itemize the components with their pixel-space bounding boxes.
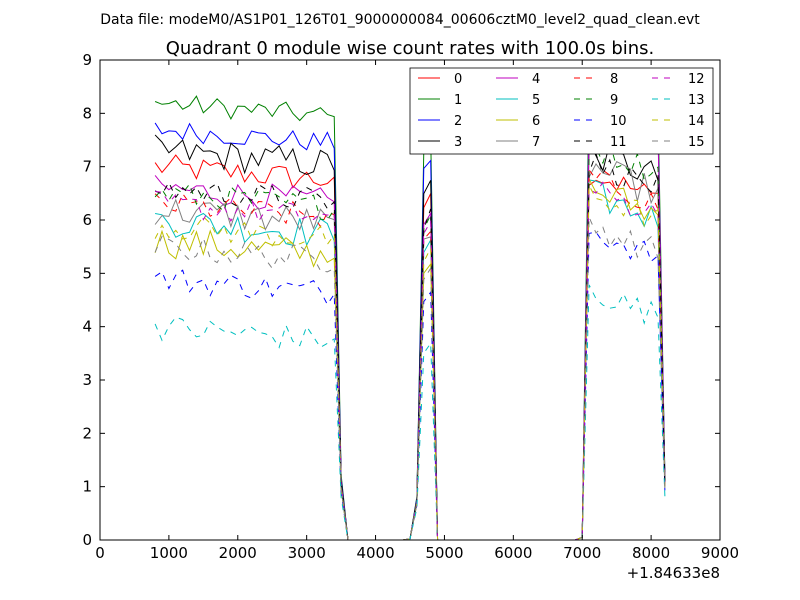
x-tick-label: 7000 xyxy=(563,544,601,562)
legend-label-10: 10 xyxy=(610,114,627,129)
legend-label-9: 9 xyxy=(610,93,618,108)
legend-label-12: 12 xyxy=(688,72,705,87)
figure-suptitle: Data file: modeM0/AS1P01_126T01_90000000… xyxy=(100,12,700,28)
y-tick-label: 0 xyxy=(82,531,92,549)
y-tick-label: 5 xyxy=(82,264,92,282)
legend-label-11: 11 xyxy=(610,135,627,150)
y-tick-label: 4 xyxy=(82,318,92,336)
series-line-14 xyxy=(154,183,666,540)
legend-label-5: 5 xyxy=(532,93,540,108)
x-tick-label: 2000 xyxy=(219,544,257,562)
legend-label-0: 0 xyxy=(454,72,462,87)
x-tick-label: 5000 xyxy=(425,544,463,562)
x-tick-label: 9000 xyxy=(701,544,739,562)
x-tick-label: 6000 xyxy=(494,544,532,562)
x-tick-label: 3000 xyxy=(288,544,326,562)
legend-frame xyxy=(409,67,714,155)
chart-title: Quadrant 0 module wise count rates with … xyxy=(166,38,655,59)
legend-label-3: 3 xyxy=(454,135,462,150)
y-tick-label: 2 xyxy=(82,424,92,442)
x-tick-label: 1000 xyxy=(150,544,188,562)
y-tick-label: 8 xyxy=(82,104,92,122)
legend-label-2: 2 xyxy=(454,114,462,129)
y-tick-label: 3 xyxy=(82,371,92,389)
x-tick-label: 8000 xyxy=(632,544,670,562)
legend-label-14: 14 xyxy=(688,114,705,129)
x-offset-label: +1.84633e8 xyxy=(627,564,720,582)
y-tick-label: 9 xyxy=(82,51,92,69)
x-tick-label: 0 xyxy=(95,544,105,562)
legend-label-7: 7 xyxy=(532,135,540,150)
x-tick-label: 4000 xyxy=(356,544,394,562)
y-tick-label: 7 xyxy=(82,158,92,176)
legend-label-6: 6 xyxy=(532,114,540,129)
legend-label-8: 8 xyxy=(610,72,618,87)
legend-label-15: 15 xyxy=(688,135,705,150)
series-layer xyxy=(154,79,666,540)
plot-frame xyxy=(99,59,721,541)
legend-label-4: 4 xyxy=(532,72,540,87)
legend-label-13: 13 xyxy=(688,93,705,108)
legend-label-1: 1 xyxy=(454,93,462,108)
y-tick-label: 6 xyxy=(82,211,92,229)
y-tick-label: 1 xyxy=(82,478,92,496)
tick-layer: 0 1000 2000 3000 4000 5000 6000 7000 8000 9000012… xyxy=(82,51,739,562)
